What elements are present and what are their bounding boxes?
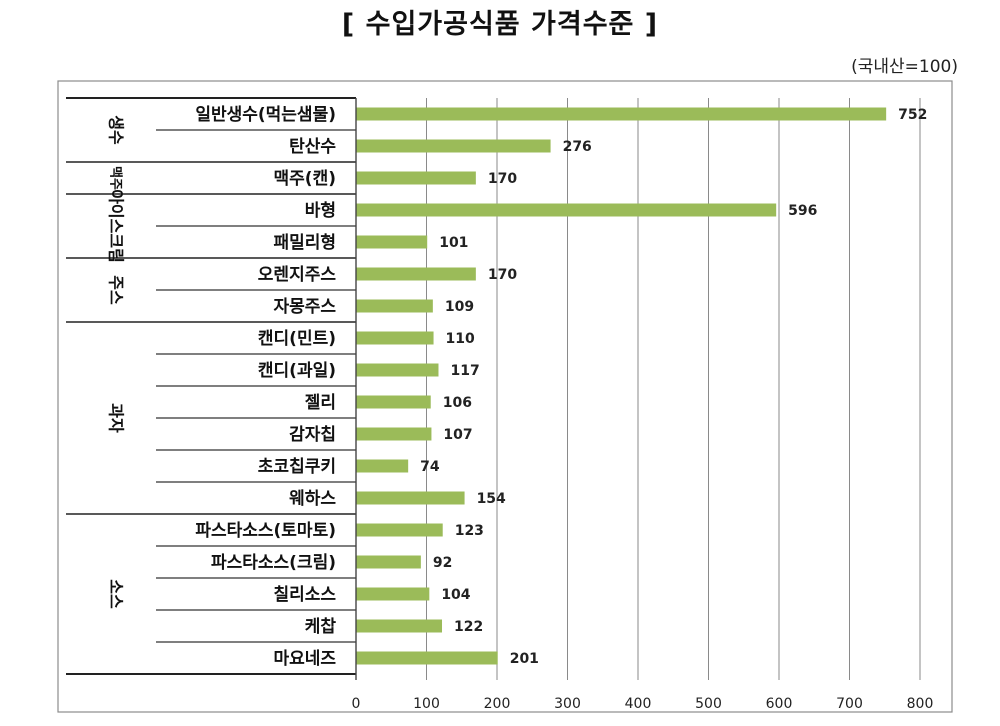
x-tick-label: 400 [625,696,652,712]
bar [356,107,887,121]
category-label: 웨하스 [289,489,336,509]
category-label: 바형 [305,200,336,221]
data-label: 122 [454,619,483,635]
bar [356,619,443,633]
category-label: 일반생수(먹는샘물) [195,105,336,125]
data-label: 107 [443,427,472,443]
x-axis: 0 100 200 300 400 500 600 700 800 [352,98,934,712]
bar [356,267,476,281]
x-tick-label: 200 [484,696,511,712]
data-label: 101 [439,235,468,251]
unit-note: (국내산=100) [851,57,958,77]
category-label: 케찹 [305,616,337,637]
category-label: 파스타소스(토마토) [195,521,336,541]
data-label: 74 [420,459,440,475]
bar [356,523,443,537]
data-label: 154 [477,491,506,507]
page-title: [ 수입가공식품 가격수준 ] [341,9,659,40]
category-label: 마요네즈 [273,649,336,669]
bar [356,491,465,505]
x-tick-label: 700 [836,696,863,712]
category-label: 초코칩쿠키 [258,456,336,477]
group-label: 맥주 [108,166,124,190]
bar [356,427,432,441]
bar [356,363,439,377]
category-label: 젤리 [305,393,336,413]
bar [356,171,476,185]
x-tick-label: 0 [352,696,361,712]
data-label: 92 [433,555,452,571]
x-tick-label: 300 [554,696,581,712]
bar [356,331,434,345]
group-label: 생수 [107,115,126,145]
category-label: 감자칩 [289,424,336,445]
data-label: 106 [443,395,472,411]
bar [356,299,433,313]
bar [356,139,551,153]
chart-frame [57,80,953,713]
category-label: 캔디(민트) [258,329,336,349]
data-label: 170 [488,171,517,187]
data-label: 596 [788,203,817,219]
category-label: 오렌지주스 [258,265,337,285]
x-tick-label: 100 [413,696,440,712]
group-label: 소스 [107,579,126,609]
bar [356,555,421,569]
x-tick-label: 600 [766,696,793,712]
bar [356,587,430,601]
category-label: 칠리소스 [273,584,336,605]
data-label: 276 [563,139,592,155]
x-tick-label: 500 [695,696,722,712]
category-label: 패밀리형 [273,232,336,253]
data-label: 201 [510,651,539,667]
group-label: 아이스크림 [107,189,126,263]
group-label: 주스 [107,275,126,305]
category-label: 캔디(과일) [258,361,336,381]
data-label: 752 [898,107,927,123]
bar [356,235,428,249]
bar [356,651,498,665]
category-label: 맥주(캔) [274,169,336,189]
data-label: 110 [446,331,475,347]
category-label: 자몽주스 [273,297,336,317]
bar [356,459,409,473]
data-label: 170 [488,267,517,283]
data-label: 117 [450,363,479,379]
data-label: 104 [441,587,470,603]
bar [356,203,777,217]
category-label: 파스타소스(크림) [211,553,336,573]
group-label: 과자 [107,403,126,433]
data-label: 123 [455,523,484,539]
bar [356,395,431,409]
x-tick-label: 800 [907,696,934,712]
category-label: 탄산수 [289,137,336,157]
data-label: 109 [445,299,474,315]
